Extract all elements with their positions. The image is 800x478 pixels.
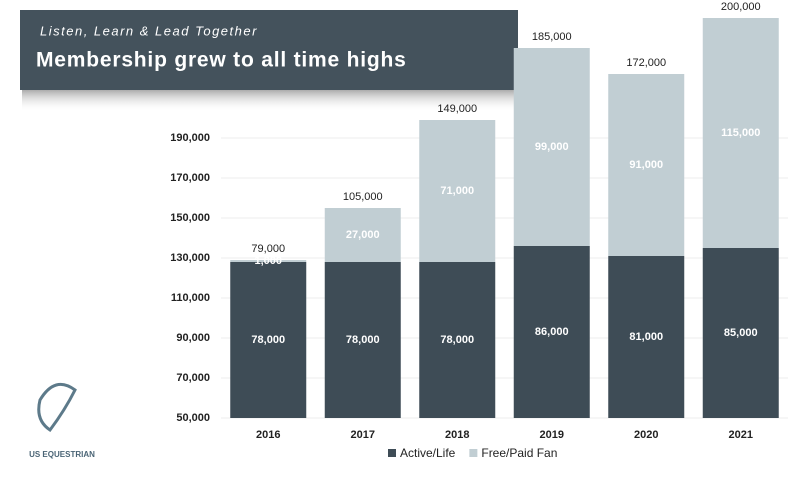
y-tick-label: 90,000 (176, 332, 210, 344)
total-label: 79,000 (251, 243, 285, 255)
value-label: 27,000 (346, 229, 380, 241)
x-tick-label: 2019 (540, 429, 564, 441)
value-label: 85,000 (724, 327, 758, 339)
x-tick-label: 2017 (351, 429, 375, 441)
bar-segment (513, 48, 590, 246)
bar-segment (513, 246, 590, 418)
value-label: 78,000 (440, 334, 474, 346)
bar-segment (608, 74, 685, 256)
y-tick-label: 50,000 (176, 412, 210, 424)
bar-segment (324, 208, 401, 262)
banner-shadow (22, 90, 518, 112)
value-label: 78,000 (346, 334, 380, 346)
logo-icon (37, 382, 77, 433)
x-tick-label: 2020 (634, 429, 658, 441)
value-label: 78,000 (251, 334, 285, 346)
bar-segment (419, 262, 496, 418)
total-label: 185,000 (532, 31, 572, 43)
x-tick-label: 2018 (445, 429, 469, 441)
subtitle: Listen, Learn & Lead Together (40, 23, 258, 38)
total-label: 149,000 (437, 103, 477, 115)
value-label: 1,000 (254, 255, 282, 267)
total-label: 172,000 (626, 57, 666, 69)
value-label: 91,000 (629, 159, 663, 171)
value-label: 81,000 (629, 331, 663, 343)
logo-text: US EQUESTRIAN (29, 450, 95, 459)
legend-label: Free/Paid Fan (481, 446, 557, 460)
y-tick-label: 130,000 (170, 252, 210, 264)
bar-segment (230, 262, 307, 418)
bar-segment (608, 256, 685, 418)
bar-segment (419, 120, 496, 262)
y-tick-label: 110,000 (171, 292, 210, 304)
bar-segment (702, 248, 779, 418)
bar-segment (230, 260, 307, 262)
value-label: 115,000 (721, 127, 760, 139)
title: Membership grew to all time highs (36, 49, 407, 72)
y-tick-label: 190,000 (170, 132, 210, 144)
bar-segment (702, 18, 779, 248)
y-tick-label: 70,000 (176, 372, 210, 384)
value-label: 99,000 (535, 141, 569, 153)
value-label: 86,000 (535, 326, 569, 338)
legend-swatch (469, 449, 478, 457)
banner (20, 10, 518, 90)
total-label: 200,000 (721, 1, 761, 13)
legend-swatch (388, 449, 396, 457)
bar-segment (324, 262, 401, 418)
legend-label: Active/Life (400, 446, 456, 460)
y-tick-label: 150,000 (170, 212, 210, 224)
value-label: 71,000 (440, 185, 474, 197)
y-tick-label: 170,000 (170, 172, 210, 184)
x-tick-label: 2016 (256, 429, 280, 441)
x-tick-label: 2021 (729, 429, 753, 441)
total-label: 105,000 (343, 191, 383, 203)
